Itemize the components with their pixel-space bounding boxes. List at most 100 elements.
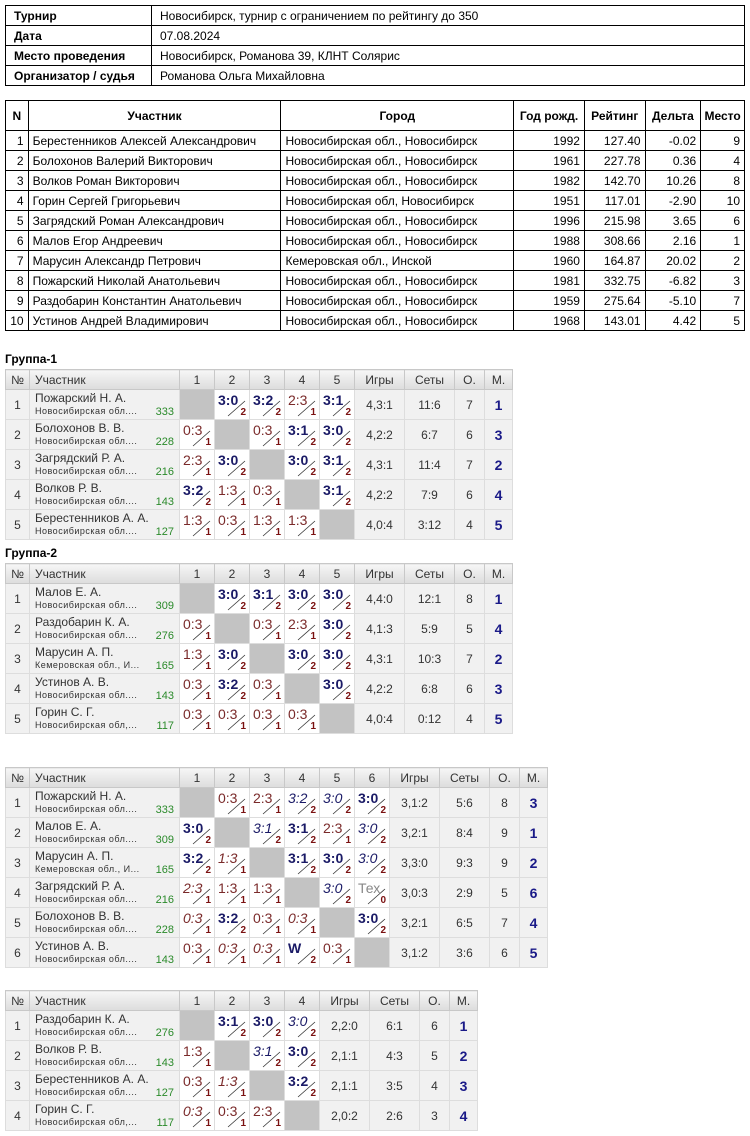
match-score-cell[interactable]: 3:0 2 bbox=[319, 787, 355, 818]
participant-cell[interactable]: Болохонов В. В. Новосибирская обл.... 228 bbox=[29, 419, 180, 450]
match-score-cell[interactable]: 3:1 2 bbox=[284, 847, 320, 878]
match-score-cell[interactable]: 3:1 2 bbox=[319, 389, 355, 420]
match-score-cell[interactable]: 0:3 1 bbox=[214, 703, 250, 734]
match-score-cell[interactable]: 1:3 1 bbox=[214, 847, 250, 878]
match-score-cell[interactable]: 0:3 1 bbox=[179, 1100, 215, 1131]
match-score-cell[interactable]: 3:2 2 bbox=[214, 907, 250, 938]
match-score-cell[interactable]: 0:3 1 bbox=[179, 703, 215, 734]
match-score-cell[interactable]: 3:0 2 bbox=[214, 389, 250, 420]
match-score-cell[interactable]: Тех 0 bbox=[354, 877, 390, 908]
participant-cell[interactable]: Марусин А. П. Кемеровская обл., И... 165 bbox=[29, 643, 180, 674]
match-score-cell[interactable]: 3:1 2 bbox=[319, 479, 355, 510]
match-score-cell[interactable]: 1:3 1 bbox=[214, 1070, 250, 1101]
match-score-cell[interactable]: 3:0 2 bbox=[319, 583, 355, 614]
match-score-cell[interactable]: 3:1 2 bbox=[214, 1010, 250, 1041]
match-score-cell[interactable]: 0:3 1 bbox=[249, 907, 285, 938]
match-score-cell[interactable]: 3:0 2 bbox=[319, 673, 355, 704]
match-score-cell[interactable]: 0:3 1 bbox=[284, 907, 320, 938]
match-score-cell[interactable]: 3:2 2 bbox=[179, 847, 215, 878]
match-score-cell[interactable]: 0:3 1 bbox=[214, 937, 250, 968]
match-score-cell[interactable]: 0:3 1 bbox=[179, 673, 215, 704]
match-score-cell[interactable]: 3:0 2 bbox=[284, 1010, 320, 1041]
participant-cell[interactable]: Устинов А. В. Новосибирская обл.... 143 bbox=[29, 673, 180, 704]
match-score-cell[interactable]: 3:0 2 bbox=[284, 449, 320, 480]
match-score-cell[interactable]: 3:0 2 bbox=[284, 643, 320, 674]
match-score-cell[interactable]: 3:0 2 bbox=[214, 583, 250, 614]
match-score-cell[interactable]: 3:0 2 bbox=[214, 643, 250, 674]
participant-cell[interactable]: Пожарский Н. А. Новосибирская обл.... 333 bbox=[29, 389, 180, 420]
participant-cell[interactable]: Марусин А. П. Кемеровская обл., И... 165 bbox=[29, 847, 180, 878]
match-score-cell[interactable]: 3:1 2 bbox=[284, 419, 320, 450]
match-score-cell[interactable]: 2:3 1 bbox=[249, 1100, 285, 1131]
match-score-cell[interactable]: 3:1 2 bbox=[319, 449, 355, 480]
participant-cell[interactable]: Загрядский Р. А. Новосибирская обл.... 216 bbox=[29, 877, 180, 908]
match-score-cell[interactable]: 3:0 2 bbox=[319, 877, 355, 908]
match-score-cell[interactable]: 1:3 1 bbox=[179, 509, 215, 540]
match-score-cell[interactable]: 3:0 2 bbox=[319, 419, 355, 450]
match-score-cell[interactable]: 2:3 1 bbox=[179, 449, 215, 480]
match-score-cell[interactable]: 3:1 2 bbox=[249, 1040, 285, 1071]
match-score-cell[interactable]: 3:0 2 bbox=[284, 1040, 320, 1071]
participant-cell[interactable]: Пожарский Н. А. Новосибирская обл.... 333 bbox=[29, 787, 180, 818]
match-score-cell[interactable]: 3:1 2 bbox=[284, 817, 320, 848]
match-score-cell[interactable]: 1:3 1 bbox=[214, 877, 250, 908]
participant-cell[interactable]: Малов Е. А. Новосибирская обл.... 309 bbox=[29, 817, 180, 848]
match-score-cell[interactable]: 3:2 2 bbox=[214, 673, 250, 704]
participant-cell[interactable]: Болохонов В. В. Новосибирская обл.... 228 bbox=[29, 907, 180, 938]
match-score-cell[interactable]: 0:3 1 bbox=[179, 1070, 215, 1101]
participant-cell[interactable]: Загрядский Р. А. Новосибирская обл.... 216 bbox=[29, 449, 180, 480]
match-score-cell[interactable]: 3:2 2 bbox=[179, 479, 215, 510]
participant-cell[interactable]: Берестенников А. А. Новосибирская обл....… bbox=[29, 1070, 180, 1101]
participant-cell[interactable]: Горин С. Г. Новосибирская обл,... 117 bbox=[29, 1100, 180, 1131]
match-score-cell[interactable]: 1:3 1 bbox=[179, 643, 215, 674]
match-score-cell[interactable]: 3:0 2 bbox=[214, 449, 250, 480]
match-score-cell[interactable]: 1:3 1 bbox=[214, 479, 250, 510]
participant-cell[interactable]: Раздобарин К. А. Новосибирская обл.... 276 bbox=[29, 1010, 180, 1041]
match-score-cell[interactable]: 0:3 1 bbox=[249, 673, 285, 704]
participant-cell[interactable]: Устинов А. В. Новосибирская обл.... 143 bbox=[29, 937, 180, 968]
match-score-cell[interactable]: 1:3 1 bbox=[284, 509, 320, 540]
match-score-cell[interactable]: 2:3 1 bbox=[249, 787, 285, 818]
match-score-cell[interactable]: 2:3 1 bbox=[284, 389, 320, 420]
match-score-cell[interactable]: 3:1 2 bbox=[249, 583, 285, 614]
match-score-cell[interactable]: 3:0 2 bbox=[179, 817, 215, 848]
match-score-cell[interactable]: 0:3 1 bbox=[249, 703, 285, 734]
match-score-cell[interactable]: 0:3 1 bbox=[179, 419, 215, 450]
match-score-cell[interactable]: 2:3 1 bbox=[179, 877, 215, 908]
match-score-cell[interactable]: 0:3 1 bbox=[214, 1100, 250, 1131]
match-score-cell[interactable]: 0:3 1 bbox=[319, 937, 355, 968]
match-score-cell[interactable]: 3:0 2 bbox=[319, 643, 355, 674]
match-score-cell[interactable]: 2:3 1 bbox=[284, 613, 320, 644]
match-score-cell[interactable]: 3:0 2 bbox=[319, 613, 355, 644]
participant-cell[interactable]: Раздобарин К. А. Новосибирская обл.... 276 bbox=[29, 613, 180, 644]
match-score-cell[interactable]: 1:3 1 bbox=[249, 877, 285, 908]
match-score-cell[interactable]: 3:0 2 bbox=[354, 847, 390, 878]
participant-cell[interactable]: Волков Р. В. Новосибирская обл.... 143 bbox=[29, 479, 180, 510]
match-score-cell[interactable]: 0:3 1 bbox=[249, 937, 285, 968]
match-score-cell[interactable]: 3:2 2 bbox=[284, 787, 320, 818]
match-score-cell[interactable]: 2:3 1 bbox=[319, 817, 355, 848]
match-score-cell[interactable]: 3:0 2 bbox=[319, 847, 355, 878]
match-score-cell[interactable]: 1:3 1 bbox=[249, 509, 285, 540]
match-score-cell[interactable]: 3:2 2 bbox=[284, 1070, 320, 1101]
participant-cell[interactable]: Горин С. Г. Новосибирская обл,... 117 bbox=[29, 703, 180, 734]
match-score-cell[interactable]: 0:3 1 bbox=[179, 613, 215, 644]
match-score-cell[interactable]: 0:3 1 bbox=[249, 479, 285, 510]
match-score-cell[interactable]: 0:3 1 bbox=[179, 907, 215, 938]
match-score-cell[interactable]: 3:0 2 bbox=[354, 817, 390, 848]
match-score-cell[interactable]: 3:0 2 bbox=[354, 787, 390, 818]
match-score-cell[interactable]: 3:2 2 bbox=[249, 389, 285, 420]
match-score-cell[interactable]: 1:3 1 bbox=[179, 1040, 215, 1071]
match-score-cell[interactable]: 0:3 1 bbox=[249, 613, 285, 644]
match-score-cell[interactable]: 3:0 2 bbox=[249, 1010, 285, 1041]
match-score-cell[interactable]: 0:3 1 bbox=[249, 419, 285, 450]
match-score-cell[interactable]: 0:3 1 bbox=[214, 787, 250, 818]
match-score-cell[interactable]: 3:0 2 bbox=[354, 907, 390, 938]
match-score-cell[interactable]: 0:3 1 bbox=[179, 937, 215, 968]
match-score-cell[interactable]: 3:1 2 bbox=[249, 817, 285, 848]
match-score-cell[interactable]: 0:3 1 bbox=[284, 703, 320, 734]
participant-cell[interactable]: Волков Р. В. Новосибирская обл.... 143 bbox=[29, 1040, 180, 1071]
participant-cell[interactable]: Малов Е. А. Новосибирская обл.... 309 bbox=[29, 583, 180, 614]
match-score-cell[interactable]: 3:0 2 bbox=[284, 583, 320, 614]
